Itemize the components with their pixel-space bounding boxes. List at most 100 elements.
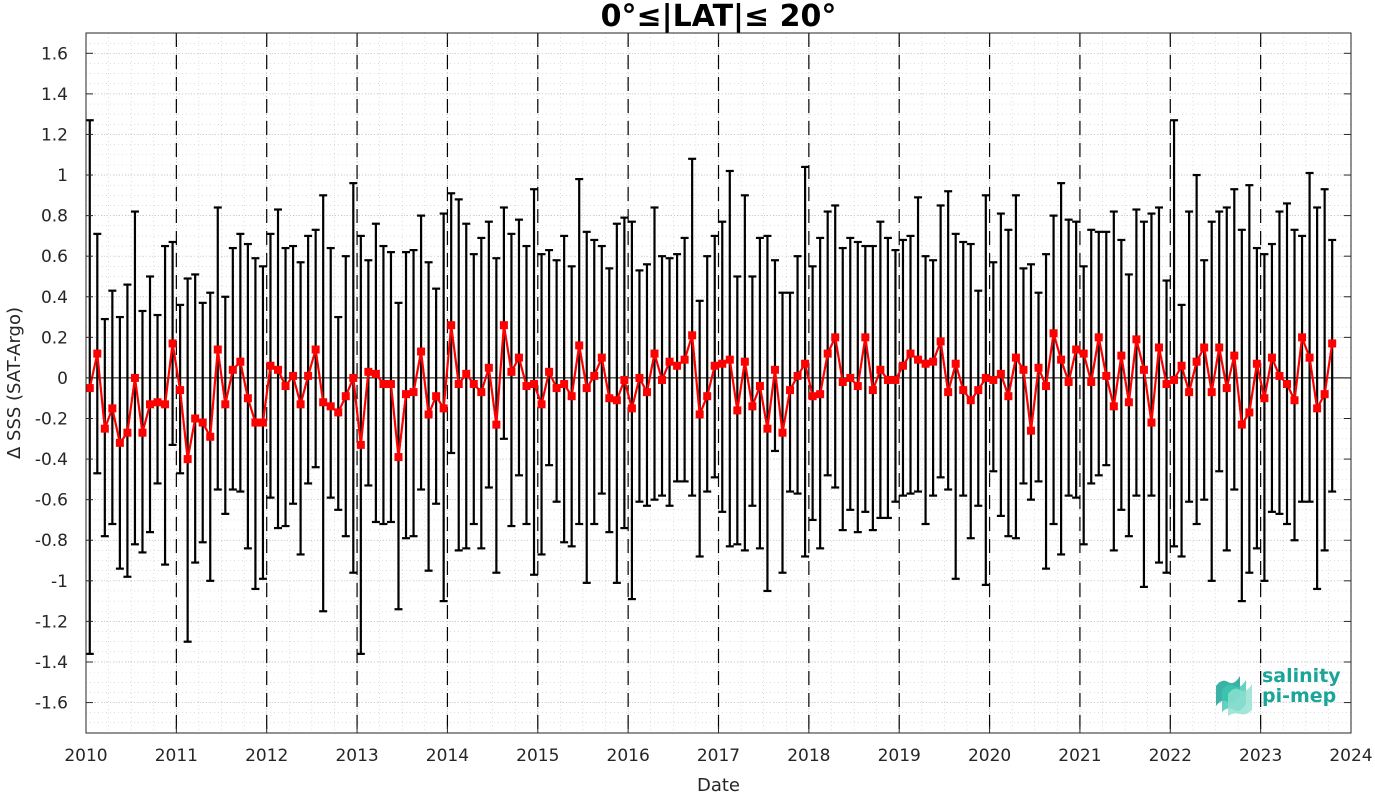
data-point [974, 386, 983, 395]
data-point [951, 359, 960, 368]
chart-title: 0°≤|LAT|≤ 20° [600, 0, 837, 34]
data-point [492, 420, 501, 429]
data-point [386, 380, 395, 389]
x-tick-label: 2017 [697, 746, 740, 766]
data-point [266, 361, 275, 370]
data-point [673, 361, 682, 370]
data-point [326, 402, 335, 411]
y-tick-label: -0.6 [35, 491, 68, 511]
data-point [356, 440, 365, 449]
data-point [1192, 357, 1201, 366]
data-point [831, 333, 840, 342]
x-tick-label: 2021 [1058, 746, 1101, 766]
data-point [123, 428, 132, 437]
data-point [1207, 388, 1216, 397]
data-point [1124, 398, 1133, 407]
data-point [289, 371, 298, 380]
data-point [1320, 390, 1329, 399]
y-tick-label: 0 [57, 369, 68, 389]
data-point [763, 424, 772, 433]
data-point [447, 321, 456, 330]
y-tick-label: -0.2 [35, 410, 68, 430]
data-point [334, 408, 343, 417]
data-point [981, 373, 990, 382]
data-point [650, 349, 659, 358]
data-point [590, 371, 599, 380]
data-point [1328, 339, 1337, 348]
data-point [514, 353, 523, 362]
data-point [507, 367, 516, 376]
data-point [213, 345, 222, 354]
data-point [1094, 333, 1103, 342]
data-point [349, 373, 358, 382]
data-point [1079, 349, 1088, 358]
data-point [703, 392, 712, 401]
data-point [1200, 343, 1209, 352]
y-tick-label: -1.6 [35, 694, 68, 714]
data-point [876, 365, 885, 374]
data-point [755, 382, 764, 391]
data-point [853, 382, 862, 391]
data-point [1298, 333, 1307, 342]
data-point [560, 380, 569, 389]
x-tick-label: 2010 [64, 746, 107, 766]
data-point [236, 357, 245, 366]
x-tick-label: 2023 [1239, 746, 1282, 766]
y-tick-label: -1 [51, 572, 68, 592]
data-point [1026, 426, 1035, 435]
data-point [1072, 345, 1081, 354]
y-tick-label: -0.8 [35, 531, 68, 551]
data-point [402, 390, 411, 399]
data-point [296, 400, 305, 409]
data-point [1185, 388, 1194, 397]
data-point [100, 424, 109, 433]
y-tick-label: -1.2 [35, 612, 68, 632]
data-point [417, 347, 426, 356]
data-point [341, 392, 350, 401]
data-point [725, 355, 734, 364]
data-point [575, 341, 584, 350]
data-point [786, 386, 795, 395]
data-point [1049, 329, 1058, 338]
data-point [138, 428, 147, 437]
data-point [153, 398, 162, 407]
data-point [748, 402, 757, 411]
data-point [1132, 335, 1141, 344]
data-point [304, 371, 313, 380]
data-point [477, 388, 486, 397]
data-point [891, 375, 900, 384]
data-point [115, 438, 124, 447]
data-point [883, 375, 892, 384]
data-point [281, 382, 290, 391]
data-point [1011, 353, 1020, 362]
data-point [1222, 384, 1231, 393]
data-point [1170, 375, 1179, 384]
data-point [1267, 353, 1276, 362]
data-point [801, 359, 810, 368]
data-point [936, 337, 945, 346]
x-tick-label: 2011 [155, 746, 198, 766]
data-point [868, 386, 877, 395]
data-point [552, 384, 561, 393]
data-point [439, 404, 448, 413]
data-point [808, 392, 817, 401]
y-tick-label: -0.4 [35, 450, 68, 470]
y-tick-label: 0.2 [41, 328, 68, 348]
data-point [243, 394, 252, 403]
data-point [778, 428, 787, 437]
data-point [1087, 377, 1096, 386]
data-point [921, 359, 930, 368]
data-point [1290, 396, 1299, 405]
y-tick-label: 1.6 [41, 44, 68, 64]
data-point [620, 375, 629, 384]
data-point [161, 400, 170, 409]
x-tick-label: 2018 [787, 746, 830, 766]
data-point [311, 345, 320, 354]
y-tick-label: 0.8 [41, 207, 68, 227]
data-point [206, 432, 215, 441]
y-tick-label: 1 [57, 166, 68, 186]
data-point [1275, 371, 1284, 380]
data-point [898, 361, 907, 370]
data-point [371, 369, 380, 378]
data-point [823, 349, 832, 358]
